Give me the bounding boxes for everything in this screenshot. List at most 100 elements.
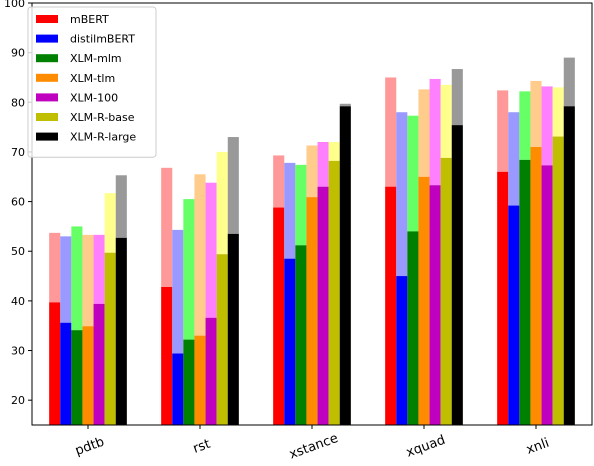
bar-upper-XLM-100-xnli [541,86,553,166]
bar-upper-XLM-100-rst [205,182,217,318]
bar-lower-XLM-tlm-xquad [418,176,430,425]
bar-lower-XLM-tlm-rst [194,335,206,425]
bar-upper-XLM-R-base-rst [216,151,228,255]
x-axis: pdtb rst xstance xquad xnli [73,425,551,462]
bar-lower-mBERT-rst [161,286,173,425]
bar-lower-XLM-tlm-xnli [530,146,542,425]
y-tick-label: 50 [11,245,25,258]
legend-swatch-XLM-tlm [36,73,58,82]
bar-upper-XLM-mlm-pdtb [71,226,83,331]
bar-lower-distilmBERT-xnli [508,205,520,425]
bar-upper-distilmBERT-rst [172,229,184,354]
bar-upper-XLM-100-xquad [429,78,441,186]
legend-swatch-XLM-mlm [36,54,58,63]
bar-lower-XLM-R-large-xquad [451,125,463,425]
bar-upper-XLM-R-base-pdtb [104,193,116,253]
bar-upper-distilmBERT-xquad [396,112,408,277]
legend-label-XLM-100: XLM-100 [70,91,118,104]
bar-upper-mBERT-rst [161,167,173,287]
bar-lower-XLM-100-xnli [541,165,553,425]
legend-label-mBERT: mBERT [70,13,109,26]
x-tick-label-xnli: xnli [524,436,551,458]
bar-lower-XLM-100-rst [205,317,217,425]
legend-swatch-XLM-R-large [36,132,58,141]
bar-upper-XLM-mlm-xquad [407,115,419,232]
bar-upper-XLM-100-pdtb [93,234,105,304]
x-tick-label-rst: rst [191,437,212,457]
bar-upper-XLM-R-large-xquad [451,69,463,126]
bar-upper-distilmBERT-xnli [508,112,520,206]
x-tick-label-xstance: xstance [287,431,340,463]
y-tick-label: 70 [11,146,25,159]
bar-upper-mBERT-xstance [273,155,285,208]
x-tick-label-xquad: xquad [404,433,447,461]
bar-upper-XLM-R-large-pdtb [115,175,127,238]
y-tick-label: 60 [11,196,25,209]
y-tick-label: 30 [11,345,25,358]
bar-upper-XLM-tlm-pdtb [82,234,94,327]
bar-upper-XLM-tlm-rst [194,174,206,336]
bar-lower-XLM-tlm-xstance [306,197,318,425]
bar-lower-XLM-tlm-pdtb [82,326,94,425]
legend: mBERT distilmBERT XLM-mlm XLM-tlm XLM-100 XLM… [27,6,157,158]
legend-box [27,6,157,158]
bar-upper-XLM-mlm-rst [183,199,195,340]
bar-upper-distilmBERT-xstance [284,162,296,259]
legend-label-XLM-R-large: XLM-R-large [70,131,136,144]
bar-upper-mBERT-xnli [497,90,509,172]
legend-label-distilmBERT: distilmBERT [70,33,135,46]
bar-lower-XLM-mlm-xquad [407,231,419,425]
bar-lower-distilmBERT-rst [172,353,184,425]
bar-upper-XLM-tlm-xquad [418,89,430,177]
y-tick-label: 40 [11,295,25,308]
bar-lower-XLM-R-base-rst [216,254,228,425]
bar-lower-mBERT-xstance [273,207,285,425]
bar-lower-XLM-R-base-xstance [328,160,340,426]
bar-lower-XLM-R-base-xquad [440,157,452,426]
bar-upper-XLM-R-base-xquad [440,84,452,158]
bar-lower-XLM-R-large-xnli [563,106,575,426]
bar-upper-XLM-R-large-rst [227,137,239,234]
y-tick-label: 90 [11,47,25,60]
bar-lower-XLM-mlm-xnli [519,159,531,425]
y-tick-label: 80 [11,96,25,109]
bar-lower-mBERT-pdtb [49,302,61,425]
bar-lower-XLM-R-base-pdtb [104,252,116,425]
bar-upper-XLM-R-large-xstance [339,103,351,107]
legend-label-XLM-R-base: XLM-R-base [70,111,135,124]
bar-lower-XLM-R-large-xstance [339,106,351,426]
bar-lower-mBERT-xquad [385,186,397,425]
bar-lower-XLM-mlm-pdtb [71,330,83,425]
bar-lower-XLM-R-large-pdtb [115,237,127,425]
bar-lower-distilmBERT-xquad [396,276,408,425]
bar-lower-XLM-R-large-rst [227,233,239,425]
legend-label-XLM-mlm: XLM-mlm [70,52,122,65]
bar-upper-XLM-R-large-xnli [563,57,575,107]
x-tick-label-pdtb: pdtb [73,435,106,459]
bar-upper-XLM-tlm-xnli [530,80,542,147]
y-tick-label: 20 [11,394,25,407]
legend-swatch-XLM-100 [36,93,58,102]
bar-upper-XLM-mlm-xnli [519,91,531,160]
y-tick-label: 100 [4,0,25,10]
bar-lower-XLM-100-xquad [429,185,441,425]
bar-upper-mBERT-pdtb [49,232,61,303]
bar-lower-XLM-R-base-xnli [552,136,564,425]
bar-upper-distilmBERT-pdtb [60,236,72,323]
bar-lower-distilmBERT-pdtb [60,322,72,425]
bar-upper-XLM-100-xstance [317,142,329,187]
bar-lower-XLM-100-xstance [317,186,329,425]
legend-label-XLM-tlm: XLM-tlm [70,72,115,85]
bar-lower-distilmBERT-xstance [284,258,296,425]
legend-swatch-mBERT [36,15,58,23]
bar-upper-XLM-mlm-xstance [295,164,307,246]
bar-upper-XLM-R-base-xnli [552,87,564,137]
bar-upper-XLM-R-base-xstance [328,142,340,161]
bar-lower-mBERT-xnli [497,171,509,425]
bar-upper-XLM-tlm-xstance [306,145,318,198]
bar-upper-mBERT-xquad [385,77,397,187]
bar-lower-XLM-mlm-xstance [295,245,307,425]
bar-lower-XLM-mlm-rst [183,339,195,425]
legend-swatch-distilmBERT [36,34,58,43]
